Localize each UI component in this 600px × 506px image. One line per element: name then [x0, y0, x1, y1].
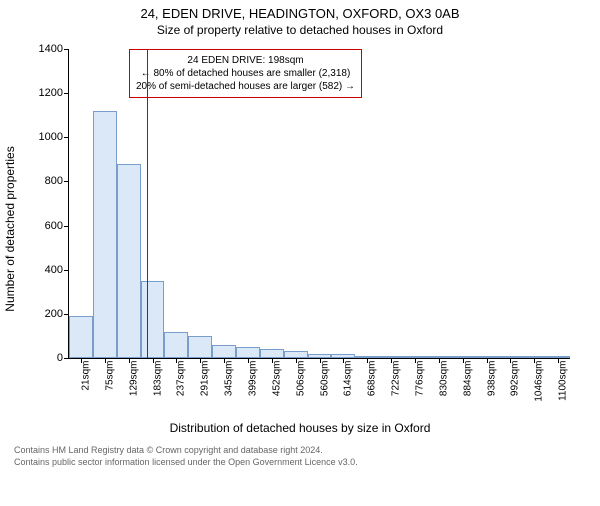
- x-tick-label: 722sqm: [391, 361, 402, 397]
- footer-line1: Contains HM Land Registry data © Crown c…: [14, 445, 586, 457]
- x-tick-label: 183sqm: [152, 361, 163, 397]
- page-title: 24, EDEN DRIVE, HEADINGTON, OXFORD, OX3 …: [0, 6, 600, 21]
- y-tick-mark: [64, 93, 69, 94]
- x-tick-mark: [558, 358, 559, 363]
- x-axis-label: Distribution of detached houses by size …: [0, 421, 600, 435]
- y-tick-mark: [64, 314, 69, 315]
- histogram-bar: [69, 316, 93, 358]
- footer-line2: Contains public sector information licen…: [14, 457, 586, 469]
- y-tick-label: 1200: [29, 87, 63, 99]
- x-tick-mark: [391, 358, 392, 363]
- histogram-bar: [93, 111, 117, 358]
- x-tick-mark: [463, 358, 464, 363]
- y-axis-label: Number of detached properties: [3, 146, 17, 311]
- y-tick-label: 400: [29, 264, 63, 276]
- y-tick-label: 0: [29, 352, 63, 364]
- x-tick-label: 992sqm: [510, 361, 521, 397]
- histogram-bar: [141, 281, 165, 358]
- y-tick-label: 1400: [29, 43, 63, 55]
- footer: Contains HM Land Registry data © Crown c…: [14, 445, 586, 468]
- x-tick-mark: [129, 358, 130, 363]
- annotation-line3: 20% of semi-detached houses are larger (…: [136, 80, 355, 93]
- x-tick-label: 129sqm: [128, 361, 139, 397]
- x-tick-mark: [415, 358, 416, 363]
- x-tick-mark: [510, 358, 511, 363]
- x-tick-label: 21sqm: [80, 361, 91, 391]
- x-tick-label: 1100sqm: [558, 361, 569, 401]
- y-tick-mark: [64, 137, 69, 138]
- x-tick-label: 345sqm: [224, 361, 235, 397]
- histogram-bar: [212, 345, 236, 358]
- x-tick-mark: [296, 358, 297, 363]
- x-tick-mark: [153, 358, 154, 363]
- x-tick-mark: [343, 358, 344, 363]
- histogram-bar: [284, 351, 308, 358]
- marker-line: [147, 49, 148, 358]
- x-tick-mark: [320, 358, 321, 363]
- x-tick-label: 884sqm: [462, 361, 473, 397]
- x-tick-label: 938sqm: [486, 361, 497, 397]
- page-subtitle: Size of property relative to detached ho…: [0, 23, 600, 37]
- x-tick-label: 1046sqm: [534, 361, 545, 402]
- y-tick-mark: [64, 49, 69, 50]
- x-tick-mark: [248, 358, 249, 363]
- x-tick-label: 291sqm: [200, 361, 211, 397]
- y-tick-label: 1000: [29, 131, 63, 143]
- x-tick-label: 560sqm: [319, 361, 330, 397]
- annotation-box: 24 EDEN DRIVE: 198sqm ← 80% of detached …: [129, 49, 362, 98]
- histogram-bar: [117, 164, 141, 358]
- histogram-bar: [260, 349, 284, 358]
- y-tick-mark: [64, 358, 69, 359]
- x-tick-mark: [487, 358, 488, 363]
- x-tick-mark: [81, 358, 82, 363]
- y-tick-label: 600: [29, 220, 63, 232]
- y-tick-label: 800: [29, 175, 63, 187]
- histogram-bar: [164, 332, 188, 358]
- x-tick-mark: [224, 358, 225, 363]
- chart-container: Number of detached properties 24 EDEN DR…: [20, 39, 580, 419]
- x-tick-label: 452sqm: [271, 361, 282, 397]
- annotation-line1: 24 EDEN DRIVE: 198sqm: [136, 54, 355, 67]
- x-tick-mark: [200, 358, 201, 363]
- x-tick-label: 776sqm: [414, 361, 425, 397]
- y-tick-label: 200: [29, 308, 63, 320]
- x-tick-mark: [176, 358, 177, 363]
- x-tick-label: 75sqm: [104, 361, 115, 391]
- x-tick-label: 614sqm: [343, 361, 354, 397]
- x-tick-label: 399sqm: [247, 361, 258, 397]
- x-tick-mark: [439, 358, 440, 363]
- x-tick-mark: [367, 358, 368, 363]
- y-tick-mark: [64, 226, 69, 227]
- y-tick-mark: [64, 181, 69, 182]
- x-tick-mark: [105, 358, 106, 363]
- x-tick-label: 237sqm: [176, 361, 187, 397]
- histogram-bar: [236, 347, 260, 358]
- x-tick-label: 830sqm: [438, 361, 449, 397]
- annotation-line2: ← 80% of detached houses are smaller (2,…: [136, 67, 355, 80]
- y-tick-mark: [64, 270, 69, 271]
- x-tick-mark: [534, 358, 535, 363]
- x-tick-label: 506sqm: [295, 361, 306, 397]
- x-tick-label: 668sqm: [367, 361, 378, 397]
- x-tick-mark: [272, 358, 273, 363]
- plot-area: 24 EDEN DRIVE: 198sqm ← 80% of detached …: [68, 49, 570, 359]
- histogram-bar: [188, 336, 212, 358]
